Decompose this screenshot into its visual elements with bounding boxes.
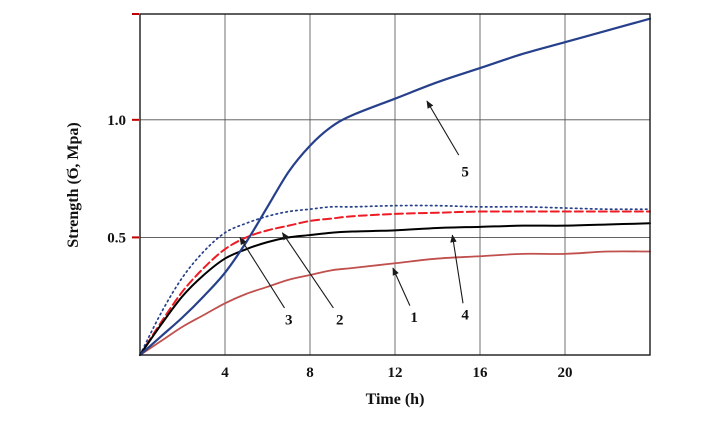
curve-1	[139, 250, 651, 356]
x-axis-title: Time (h)	[366, 391, 425, 408]
x-tick-label: 8	[306, 365, 314, 381]
curve-annotations: 3 2 1 4 5	[239, 100, 469, 328]
annotation-label-4: 4	[461, 308, 469, 324]
annotation-arrow-1	[392, 267, 411, 306]
annotation-label-3: 3	[285, 312, 293, 328]
annotation-label-1: 1	[410, 310, 418, 326]
curve-2	[139, 210, 651, 356]
x-tick-label: 16	[473, 365, 489, 381]
x-tick-label: 4	[221, 365, 229, 381]
plot-border	[139, 13, 651, 356]
axis-ticks: 4 8 12 16 200.51.0	[107, 13, 573, 381]
x-tick-label: 12	[388, 365, 403, 381]
data-series	[138, 17, 652, 357]
annotation-label-2: 2	[336, 312, 344, 328]
y-tick-label: 1.0	[107, 113, 126, 129]
y-axis-title: Strength (Ϭ, Mpa)	[65, 122, 82, 248]
gridlines	[140, 14, 650, 355]
annotation-arrow-3	[239, 236, 285, 309]
annotation-arrow-2	[281, 232, 334, 309]
curve-4	[139, 222, 651, 356]
annotation-arrow-5	[426, 100, 460, 156]
y-tick-label: 0.5	[107, 230, 126, 246]
annotation-label-5: 5	[461, 164, 469, 180]
x-tick-label: 20	[558, 365, 573, 381]
annotation-arrow-4	[450, 234, 464, 304]
curve-3	[139, 204, 651, 356]
plot-frame	[139, 13, 651, 356]
curve-5	[138, 17, 652, 357]
